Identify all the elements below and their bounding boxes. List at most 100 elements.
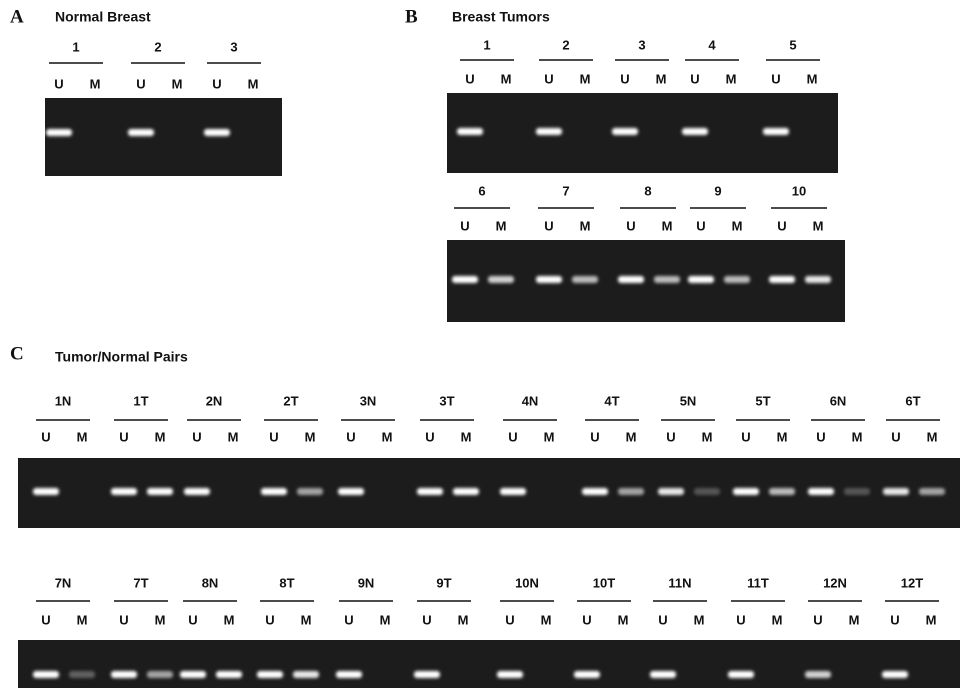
band: [500, 488, 526, 495]
u-label: U: [265, 612, 274, 627]
m-label: M: [813, 218, 824, 233]
band: [417, 488, 443, 495]
u-label: U: [465, 71, 474, 86]
band: [111, 671, 137, 678]
m-label: M: [224, 612, 235, 627]
m-label: M: [702, 429, 713, 444]
band: [808, 488, 834, 495]
band: [293, 671, 319, 678]
band: [769, 488, 795, 495]
lane-label: 9: [714, 183, 721, 198]
band: [261, 488, 287, 495]
lane-label: 11T: [747, 575, 769, 590]
m-label: M: [656, 71, 667, 86]
panel-letter: B: [405, 6, 418, 27]
m-label: M: [852, 429, 863, 444]
lane-label: 3N: [360, 393, 377, 408]
m-label: M: [580, 218, 591, 233]
lane-label: 7: [562, 183, 569, 198]
m-label: M: [77, 612, 88, 627]
lane-label: 2: [562, 37, 569, 52]
lane-label: 4T: [604, 393, 619, 408]
m-label: M: [694, 612, 705, 627]
band: [805, 671, 831, 678]
lane-label: 1: [483, 37, 490, 52]
m-label: M: [77, 429, 88, 444]
u-label: U: [344, 612, 353, 627]
u-label: U: [771, 71, 780, 86]
lane-label: 3T: [439, 393, 454, 408]
u-label: U: [658, 612, 667, 627]
panel-title: Breast Tumors: [452, 9, 550, 25]
u-label: U: [505, 612, 514, 627]
m-label: M: [301, 612, 312, 627]
band: [33, 671, 59, 678]
u-label: U: [626, 218, 635, 233]
lane-label: 5T: [755, 393, 770, 408]
m-label: M: [496, 218, 507, 233]
u-label: U: [582, 612, 591, 627]
band: [612, 128, 638, 135]
m-label: M: [305, 429, 316, 444]
lane-label: 10T: [593, 575, 615, 590]
m-label: M: [618, 612, 629, 627]
band: [453, 488, 479, 495]
u-label: U: [813, 612, 822, 627]
m-label: M: [927, 429, 938, 444]
band: [574, 671, 600, 678]
u-label: U: [41, 429, 50, 444]
band: [883, 488, 909, 495]
u-label: U: [212, 76, 221, 91]
band: [33, 488, 59, 495]
band: [338, 488, 364, 495]
lane-label: 3: [638, 37, 645, 52]
band: [694, 488, 720, 495]
m-label: M: [580, 71, 591, 86]
m-label: M: [807, 71, 818, 86]
u-label: U: [666, 429, 675, 444]
lane-label: 9T: [436, 575, 451, 590]
m-label: M: [248, 76, 259, 91]
lane-label: 11N: [668, 575, 691, 590]
band: [682, 128, 708, 135]
lane-label: 8T: [279, 575, 294, 590]
u-label: U: [460, 218, 469, 233]
u-label: U: [544, 218, 553, 233]
lane-label: 2T: [283, 393, 298, 408]
lane-label: 4: [708, 37, 716, 52]
lane-label: 9N: [358, 575, 375, 590]
lane-label: 12N: [823, 575, 847, 590]
band: [536, 128, 562, 135]
lane-label: 5N: [680, 393, 697, 408]
band: [733, 488, 759, 495]
lane-label: 1N: [55, 393, 72, 408]
band: [728, 671, 754, 678]
m-label: M: [461, 429, 472, 444]
m-label: M: [172, 76, 183, 91]
band: [658, 488, 684, 495]
band: [919, 488, 945, 495]
u-label: U: [741, 429, 750, 444]
m-label: M: [380, 612, 391, 627]
band: [882, 671, 908, 678]
lane-label: 6N: [830, 393, 847, 408]
m-label: M: [155, 429, 166, 444]
lane-label: 3: [230, 39, 237, 54]
m-label: M: [501, 71, 512, 86]
u-label: U: [54, 76, 63, 91]
panel-letter: C: [10, 343, 24, 364]
lane-label: 6: [478, 183, 485, 198]
m-label: M: [544, 429, 555, 444]
band: [497, 671, 523, 678]
u-label: U: [422, 612, 431, 627]
panel-title: Normal Breast: [55, 9, 151, 25]
band: [452, 276, 478, 283]
gel: [18, 640, 960, 688]
band: [654, 276, 680, 283]
band: [147, 671, 173, 678]
lane-label: 10: [792, 183, 806, 198]
u-label: U: [119, 612, 128, 627]
band: [180, 671, 206, 678]
band: [414, 671, 440, 678]
lane-label: 7T: [133, 575, 148, 590]
